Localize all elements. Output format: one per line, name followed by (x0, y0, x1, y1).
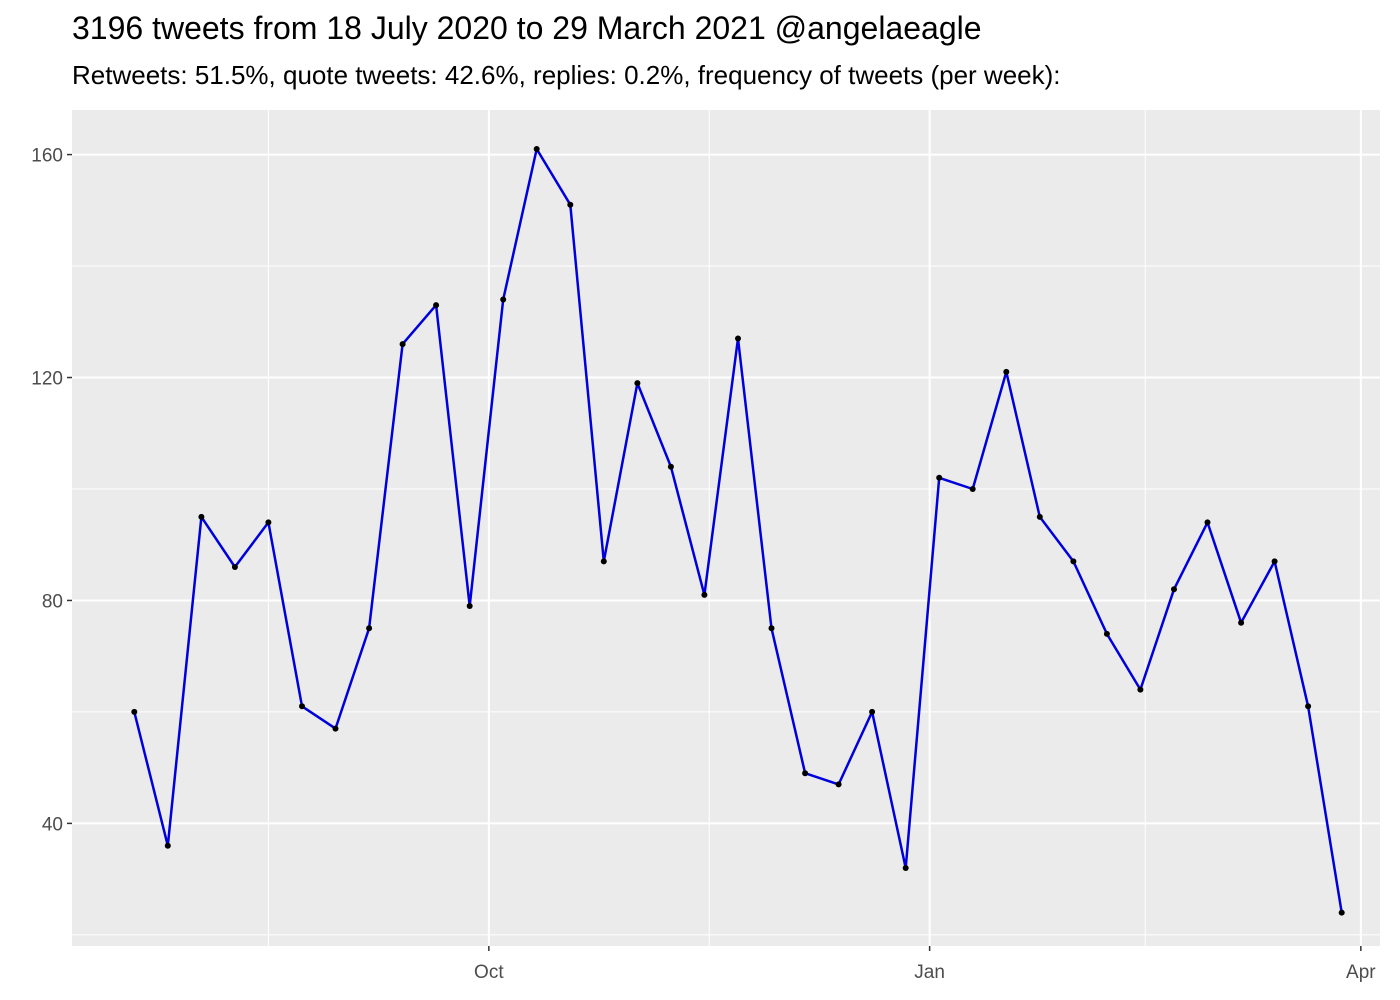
data-point (1204, 519, 1211, 526)
data-point (735, 335, 741, 342)
data-point (1137, 686, 1144, 693)
data-point (768, 625, 775, 632)
chart-title: 3196 tweets from 18 July 2020 to 29 Marc… (72, 10, 982, 46)
data-point (1238, 619, 1245, 626)
data-point (1036, 513, 1043, 520)
data-point (634, 380, 641, 387)
y-tick-label: 160 (31, 146, 63, 167)
data-point (533, 146, 540, 152)
data-point (936, 474, 943, 481)
data-point (433, 302, 440, 309)
y-tick-label: 120 (31, 369, 63, 390)
x-tick-label: Jan (914, 962, 945, 983)
data-point (164, 842, 171, 849)
data-point (1070, 558, 1077, 565)
major-gridlines (72, 110, 1380, 946)
data-point (332, 725, 339, 732)
y-tick-label: 40 (42, 814, 63, 835)
data-point (567, 201, 574, 208)
data-point (802, 770, 809, 777)
data-point (667, 463, 674, 470)
data-point (869, 708, 876, 715)
plot-panel (72, 110, 1380, 946)
data-point (701, 591, 708, 598)
data-point (299, 703, 305, 710)
data-point (1305, 703, 1312, 710)
data-point (265, 519, 272, 526)
series-points (131, 146, 1345, 916)
data-point (198, 513, 205, 520)
y-axis-tick-labels: 40 80 120 160 (31, 146, 63, 836)
data-point (1171, 586, 1177, 593)
data-point (231, 564, 238, 570)
data-point (835, 781, 842, 788)
x-tick-label: Oct (474, 962, 504, 983)
data-point (500, 296, 507, 303)
data-point (399, 341, 406, 348)
data-point (969, 486, 976, 492)
data-point (466, 603, 473, 609)
chart-subtitle: Retweets: 51.5%, quote tweets: 42.6%, re… (72, 60, 1061, 90)
x-axis-tick-labels: Oct Jan Apr (474, 962, 1376, 983)
data-point (1271, 558, 1278, 565)
data-point (1003, 368, 1010, 375)
x-tick-label: Apr (1346, 962, 1376, 983)
axis-ticks (67, 153, 1362, 951)
data-point (600, 558, 607, 565)
data-point (1338, 909, 1345, 916)
data-point (366, 625, 373, 632)
data-point (1103, 630, 1110, 637)
data-point (902, 865, 909, 871)
y-tick-label: 80 (42, 591, 63, 612)
data-point (131, 708, 138, 715)
